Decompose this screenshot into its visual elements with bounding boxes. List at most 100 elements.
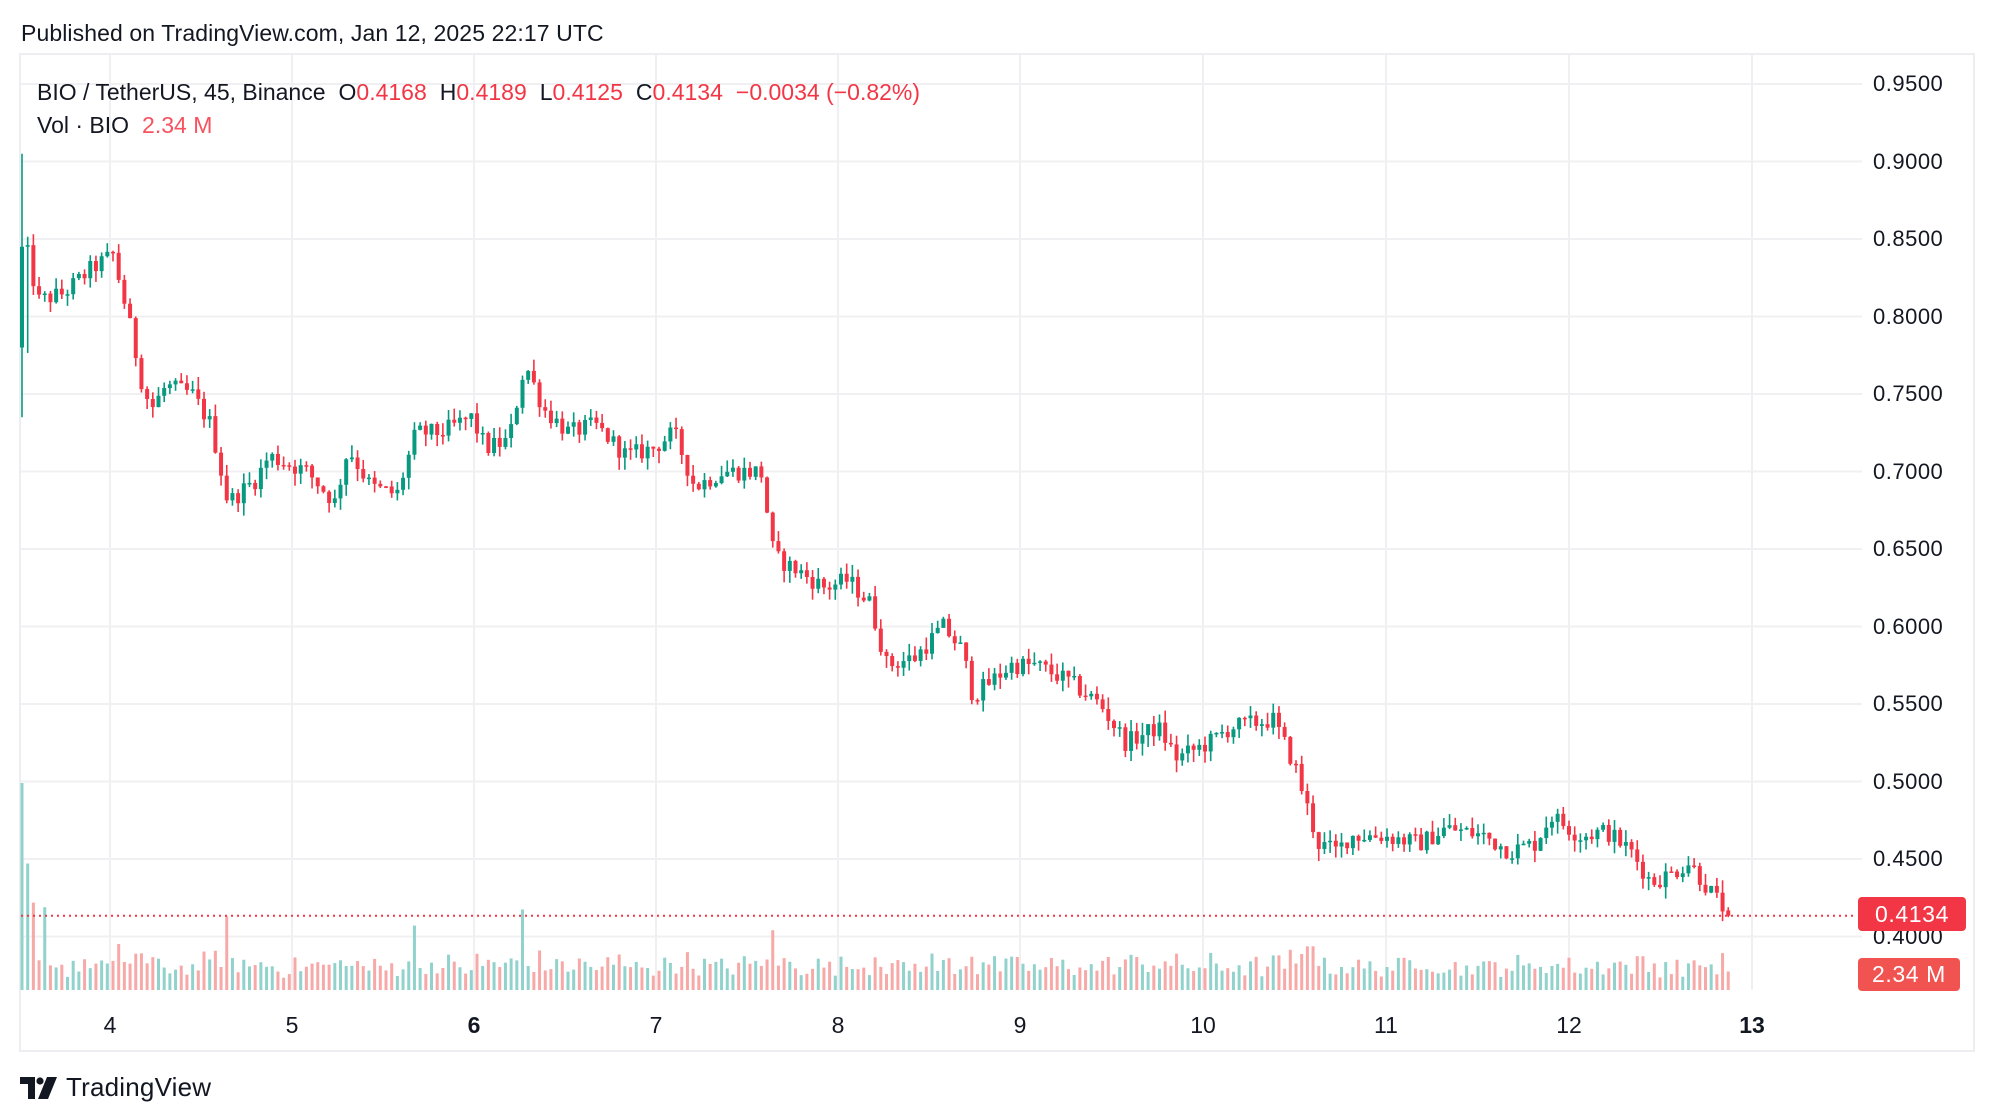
volume-bar xyxy=(1095,970,1099,990)
volume-bar xyxy=(896,960,900,990)
volume-bar xyxy=(850,969,854,990)
volume-bar xyxy=(373,958,377,990)
candle-body xyxy=(725,471,730,477)
volume-bar xyxy=(452,961,456,990)
volume-bar xyxy=(134,953,138,990)
candle-body xyxy=(1640,861,1645,879)
candle-body xyxy=(1726,910,1731,916)
volume-bar xyxy=(1180,964,1184,990)
price-tick-label: 0.5500 xyxy=(1873,691,1944,716)
volume-row: Vol · BIO 2.34 M xyxy=(37,109,920,142)
volume-bar xyxy=(1362,968,1366,990)
volume-bar xyxy=(794,968,797,990)
volume-bar xyxy=(1539,966,1543,990)
price-tick-label: 0.9000 xyxy=(1873,148,1944,174)
volume-title[interactable]: Vol · BIO xyxy=(37,112,130,138)
candle-body xyxy=(1589,836,1594,840)
volume-bar xyxy=(941,959,945,990)
volume-bar xyxy=(742,956,746,990)
volume-bar xyxy=(1169,965,1173,990)
candle-body xyxy=(696,483,701,490)
candle-body xyxy=(895,666,900,668)
time-tick-label: 11 xyxy=(1374,1012,1398,1038)
volume-bar xyxy=(1038,969,1042,990)
candle-body xyxy=(1214,732,1219,735)
volume-bar xyxy=(634,961,638,990)
volume-bar xyxy=(816,958,820,990)
tradingview-logo-icon xyxy=(20,1076,57,1099)
volume-bar xyxy=(1516,954,1520,990)
volume-bar xyxy=(1203,968,1207,990)
candle-body xyxy=(48,293,53,303)
volume-bar xyxy=(1573,972,1577,990)
time-tick-label: 10 xyxy=(1190,1012,1216,1038)
candle-body xyxy=(668,427,673,442)
candle-body xyxy=(1043,661,1048,665)
volume-bar xyxy=(822,967,826,990)
candle-body xyxy=(736,467,741,481)
time-tick-label: 7 xyxy=(649,1012,663,1038)
candle-body xyxy=(156,395,161,408)
volume-bar xyxy=(367,970,371,990)
volume-bar xyxy=(1590,968,1594,990)
candle-body xyxy=(571,422,576,427)
candle-body xyxy=(679,429,684,456)
candle-body xyxy=(270,453,275,461)
volume-bar xyxy=(782,958,786,990)
volume-bar xyxy=(981,962,985,990)
candle-body xyxy=(1220,732,1225,734)
volume-bar xyxy=(128,963,132,990)
volume-bar xyxy=(555,959,559,990)
candle-body xyxy=(25,245,30,247)
volume-bar xyxy=(976,974,979,990)
candle-body xyxy=(981,679,986,701)
volume-bar xyxy=(867,975,871,990)
candle-body xyxy=(1572,834,1577,841)
candle-body xyxy=(76,274,81,279)
volume-bar xyxy=(1152,965,1156,990)
candle-body xyxy=(310,465,315,478)
volume-bar xyxy=(958,969,962,990)
volume-bar xyxy=(1288,949,1292,990)
candle-body xyxy=(560,418,565,434)
volume-bar xyxy=(350,965,354,990)
volume-bar xyxy=(1163,961,1167,990)
volume-bar xyxy=(1334,974,1338,990)
candle-body xyxy=(657,448,661,451)
volume-bar xyxy=(139,953,143,990)
candle-body xyxy=(1191,745,1196,750)
candle-body xyxy=(1385,836,1389,841)
volume-bar xyxy=(122,961,126,990)
published-caption: Published on TradingView.com, Jan 12, 20… xyxy=(21,20,604,46)
volume-bar xyxy=(1158,968,1161,990)
volume-bar xyxy=(1567,957,1571,990)
candle-body xyxy=(907,655,912,662)
symbol-title[interactable]: BIO / TetherUS, 45, Binance xyxy=(37,79,326,105)
candle-body xyxy=(435,423,440,436)
candle-body xyxy=(1407,834,1412,845)
close-value: 0.4134 xyxy=(652,79,723,105)
volume-bar xyxy=(1192,971,1196,990)
candle-body xyxy=(1140,735,1145,744)
candle-body xyxy=(1038,661,1043,663)
volume-bar xyxy=(1231,971,1235,990)
volume-bar xyxy=(1322,957,1326,990)
time-tick-label: 4 xyxy=(103,1012,117,1038)
candle-body xyxy=(588,417,593,420)
candle-body xyxy=(708,480,713,487)
candle-body xyxy=(1464,827,1469,830)
volume-bar xyxy=(560,961,564,990)
volume-bar xyxy=(185,974,189,990)
tradingview-logo[interactable]: TradingView xyxy=(20,1072,211,1103)
candle-body xyxy=(952,636,957,644)
volume-bar xyxy=(1630,973,1634,990)
candle-body xyxy=(1316,832,1321,849)
candle-body xyxy=(42,293,47,296)
candle-body xyxy=(1402,837,1407,845)
volume-bar xyxy=(418,967,422,990)
volume-bar xyxy=(265,966,269,990)
volume-bar xyxy=(1448,969,1452,990)
volume-bar xyxy=(1305,946,1309,990)
volume-bar xyxy=(839,956,843,990)
